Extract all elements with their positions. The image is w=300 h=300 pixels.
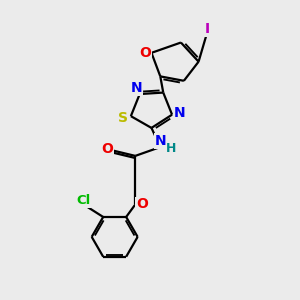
Text: N: N [174,106,185,120]
Text: Cl: Cl [76,194,91,207]
Text: N: N [131,81,142,95]
Text: H: H [166,142,177,155]
Text: I: I [205,22,210,36]
Text: O: O [136,197,148,212]
Text: S: S [118,111,128,124]
Text: N: N [155,134,167,148]
Text: O: O [101,142,113,156]
Text: O: O [140,46,152,60]
